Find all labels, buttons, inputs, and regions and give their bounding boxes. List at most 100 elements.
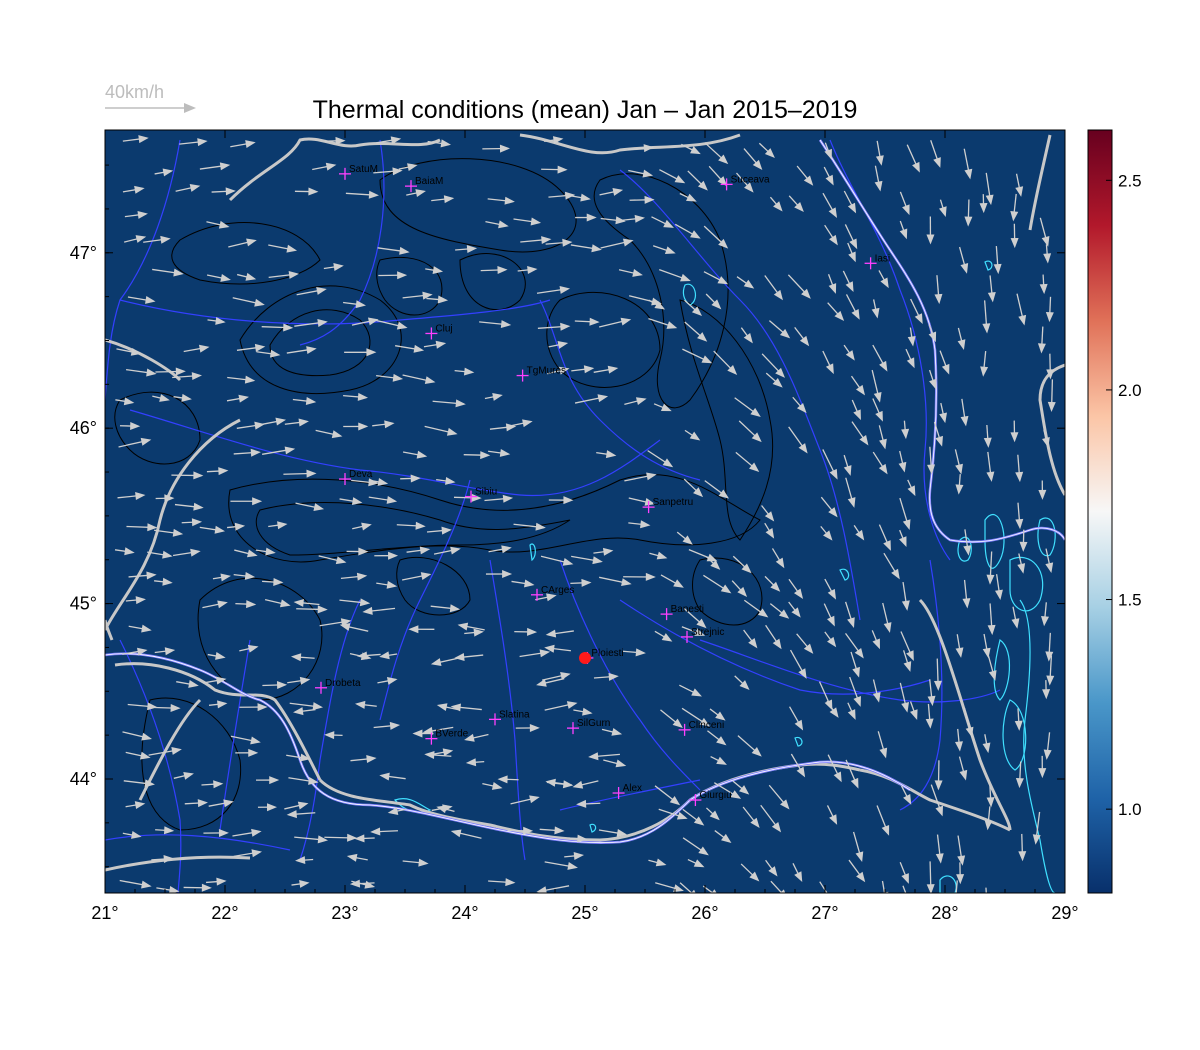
wind-arrow-head <box>413 344 425 353</box>
wind-arrow-head <box>803 175 814 186</box>
wind-arrow-head <box>750 817 760 829</box>
wind-arrow-head <box>146 368 157 377</box>
city-marker: Slatina <box>489 709 530 726</box>
wind-arrow-head <box>588 752 599 761</box>
wind-arrow-head <box>827 636 837 648</box>
wind-arrow-head <box>985 194 994 206</box>
wind-arrow-head <box>737 586 748 597</box>
wind-arrow-head <box>780 799 790 810</box>
wind-arrow-head <box>219 162 231 171</box>
wind-arrow-head <box>718 238 729 249</box>
wind-arrow-head <box>443 195 455 204</box>
wind-arrow-head <box>823 530 833 541</box>
wind-arrow-head <box>284 446 296 455</box>
wind-arrow-head <box>956 874 965 885</box>
wind-arrow-head <box>238 394 249 403</box>
wind-arrow-head <box>872 691 881 703</box>
wind-arrow-head <box>214 525 226 534</box>
wind-arrow-head <box>698 846 709 856</box>
wind-arrow-head <box>955 647 964 658</box>
map-background <box>105 130 1065 893</box>
wind-arrow-head <box>134 185 145 194</box>
city-marker: SilGurn <box>567 718 610 735</box>
wind-arrow-head <box>875 155 884 166</box>
wind-arrow-head <box>312 702 324 711</box>
wind-arrow-head <box>297 801 309 810</box>
wind-arrow-head <box>697 180 708 191</box>
wind-arrow-head <box>644 195 655 204</box>
wind-arrow-head <box>437 295 449 304</box>
wind-arrow-head <box>964 168 973 180</box>
wind-arrow-head <box>422 726 434 735</box>
wind-arrow-head <box>308 187 319 196</box>
wind-arrow-head <box>146 571 157 580</box>
city-marker: Sibiu <box>465 487 497 503</box>
city-label: Strejnic <box>691 627 724 638</box>
wind-arrow-head <box>386 495 398 504</box>
wind-arrow-head <box>827 615 835 627</box>
wind-arrow-head <box>317 319 328 327</box>
wind-arrow-head <box>794 719 804 731</box>
city-marker: Iasi <box>864 253 890 270</box>
wind-reference-label: 40km/h <box>105 82 164 102</box>
wind-arrow-head <box>608 672 619 681</box>
wind-arrow-head <box>673 579 684 588</box>
wind-arrow-head <box>634 214 645 223</box>
wind-arrow-head <box>313 503 325 512</box>
wind-arrow-head <box>529 723 540 732</box>
wind-arrow-head <box>580 193 591 202</box>
wind-arrow-head <box>576 799 587 808</box>
wind-arrow-head <box>691 889 696 893</box>
wind-arrow-head <box>173 268 184 277</box>
wind-arrow-head <box>223 799 234 808</box>
wind-arrow-head <box>188 680 199 688</box>
wind-arrow-head <box>880 277 889 289</box>
wind-arrow-head <box>162 550 173 559</box>
wind-arrow-head <box>850 777 859 789</box>
wind-arrow-head <box>927 464 936 475</box>
wind-arrow-head <box>903 661 912 672</box>
city-label: SatuM <box>349 164 378 175</box>
wind-arrow-head <box>1042 689 1051 700</box>
wind-arrow-head <box>498 220 509 229</box>
wind-arrow-head <box>293 598 304 607</box>
wind-arrow-head <box>873 391 882 403</box>
wind-arrow-head <box>987 292 996 303</box>
wind-arrow-head <box>305 397 317 405</box>
wind-arrow-head <box>847 202 857 214</box>
wind-arrow-head <box>1017 563 1026 574</box>
wind-arrow-head <box>912 161 920 173</box>
colorbar-tick-label: 2.5 <box>1118 171 1142 190</box>
wind-arrow-head <box>855 529 865 541</box>
wind-arrow-head <box>801 288 811 299</box>
y-axis: 44° 45° 46° 47° <box>70 164 1065 868</box>
wind-arrow-head <box>770 581 781 592</box>
wind-arrow-head <box>743 279 755 289</box>
wind-arrow-head <box>480 451 491 460</box>
wind-arrow-head <box>445 476 456 485</box>
wind-arrow-head <box>130 347 142 356</box>
wind-arrow-head <box>145 295 156 304</box>
wind-arrow-head <box>655 858 667 867</box>
wind-arrow-head <box>664 246 676 254</box>
wind-arrow-head <box>730 790 742 799</box>
wind-arrow-head <box>757 608 769 618</box>
wind-arrow-head <box>615 759 627 768</box>
wind-arrow-head <box>560 672 571 680</box>
city-marker: Banesti <box>660 604 704 621</box>
wind-arrow-head <box>1043 749 1052 760</box>
x-axis: 21° 22° 23° 24° 25° 26° 27° 28° 29° <box>91 130 1079 923</box>
wind-arrow-head <box>529 795 540 804</box>
wind-arrow-head <box>415 189 426 197</box>
wind-arrow-head <box>198 344 210 353</box>
wind-arrow-head <box>577 834 588 843</box>
wind-arrow-head <box>397 271 408 280</box>
wind-arrow-head <box>796 766 806 778</box>
wind-arrow-head <box>299 753 311 762</box>
wind-arrow-head <box>829 234 838 246</box>
wind-arrow-head <box>717 276 729 285</box>
wind-arrow-head <box>386 580 398 589</box>
wind-arrow-head <box>845 281 854 293</box>
wind-arrow-head <box>847 617 855 628</box>
